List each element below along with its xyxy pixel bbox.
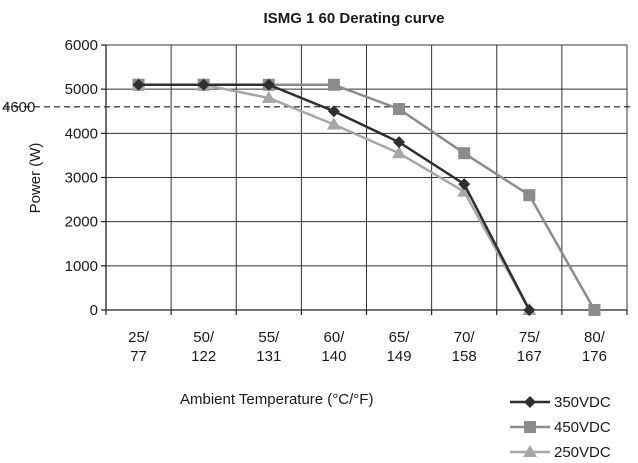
legend-item-450VDC: 450VDC [510, 419, 611, 436]
diamond-marker [262, 78, 275, 91]
series-350VDC [132, 78, 536, 316]
reference-line-label: 4600 [2, 99, 35, 116]
y-tick-label: 5000 [65, 81, 98, 98]
y-axis-title: Power (W) [27, 143, 44, 214]
square-marker [393, 103, 406, 116]
y-tick-label: 4000 [65, 125, 98, 142]
square-marker [588, 304, 601, 316]
series-layer [131, 77, 601, 316]
x-tick-label: 60/140 [321, 329, 346, 365]
legend-label: 450VDC [554, 419, 611, 436]
y-tick-label: 3000 [65, 170, 98, 187]
triangle-marker [392, 146, 407, 159]
triangle-marker [457, 184, 472, 197]
x-tick-label: 70/158 [452, 329, 477, 365]
axes [101, 44, 628, 315]
legend-item-250VDC: 250VDC [510, 444, 611, 461]
chart-title: ISMG 1 60 Derating curve [264, 10, 445, 27]
legend-label: 250VDC [554, 444, 611, 461]
square-marker [327, 78, 340, 91]
diamond-marker [327, 105, 340, 118]
diamond-marker [458, 178, 471, 191]
legend-item-350VDC: 350VDC [510, 394, 611, 411]
triangle-marker [261, 91, 276, 103]
y-tick-label: 0 [90, 302, 98, 319]
x-axis-title: Ambient Temperature (°C/°F) [180, 391, 373, 408]
y-tick-label: 1000 [65, 258, 98, 275]
x-tick-label: 25/77 [128, 329, 150, 365]
x-tick-label: 55/131 [256, 329, 281, 365]
legend-label: 350VDC [554, 394, 611, 411]
x-tick-labels: 25/77 50/122 55/131 60/140 65/149 70/158 75/16… [128, 329, 607, 365]
diamond-marker [197, 78, 210, 91]
triangle-marker [523, 445, 537, 457]
triangle-marker [326, 117, 341, 130]
x-tick-label: 50/122 [191, 329, 216, 365]
legend: 350VDC 450VDC 250VDC [510, 394, 611, 461]
square-marker [524, 421, 536, 433]
square-marker [523, 189, 536, 202]
x-tick-label: 65/149 [387, 329, 412, 365]
diamond-marker [132, 78, 145, 91]
diamond-marker [524, 396, 536, 408]
y-tick-label: 6000 [65, 37, 98, 54]
diamond-marker [523, 304, 536, 316]
square-marker [458, 147, 471, 160]
reference-line: 4600 [2, 99, 633, 116]
y-tick-labels: 0 1000 2000 3000 4000 5000 6000 [65, 37, 98, 319]
x-tick-label: 75/167 [517, 329, 542, 365]
diamond-marker [393, 136, 406, 149]
x-tick-label: 80/176 [582, 329, 607, 365]
grid [106, 44, 628, 311]
y-tick-label: 2000 [65, 214, 98, 231]
